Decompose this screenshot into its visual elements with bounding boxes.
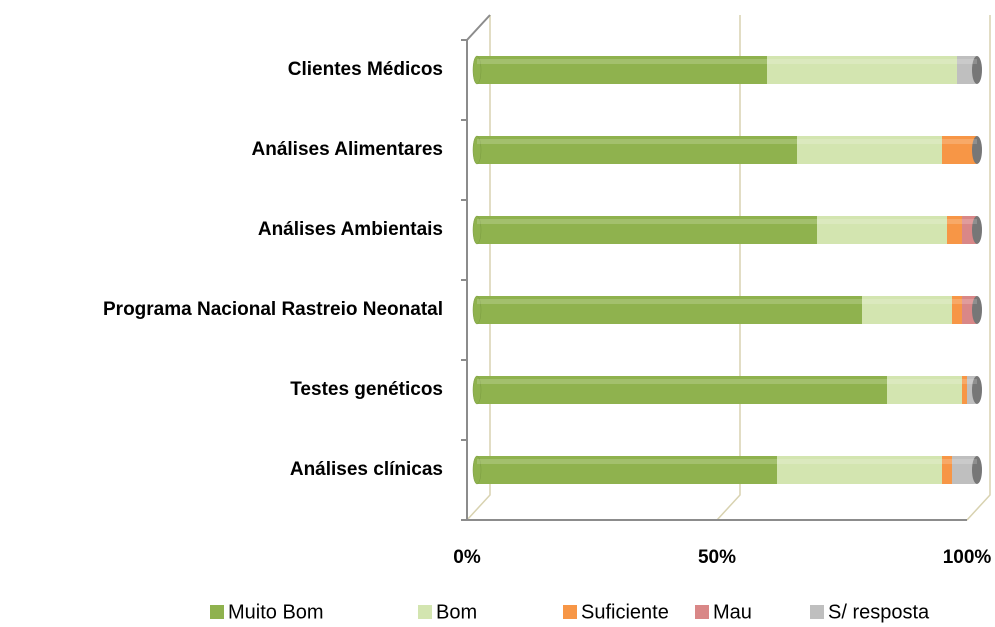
bar-segment <box>477 216 817 244</box>
x-tick-label: 0% <box>453 547 481 568</box>
bar-highlight <box>477 379 977 384</box>
bar-segment <box>957 56 977 84</box>
y-axis <box>466 14 967 521</box>
legend-label: S/ resposta <box>828 601 930 623</box>
legend-label: Bom <box>436 601 477 623</box>
category-label: Clientes Médicos <box>288 59 443 80</box>
bar-start-cap <box>472 55 482 85</box>
bar-end-cap <box>972 56 982 84</box>
category-label: Análises Alimentares <box>252 139 444 160</box>
bar-segment <box>477 376 887 404</box>
legend-swatch <box>418 605 432 619</box>
bar-start-cap <box>472 215 482 245</box>
category-label: Testes genéticos <box>290 379 443 400</box>
bar-segment <box>777 456 942 484</box>
bar-segment <box>952 296 962 324</box>
bar-segment <box>862 296 952 324</box>
x-tick-label: 100% <box>943 547 992 568</box>
legend-swatch <box>563 605 577 619</box>
grid-line <box>716 15 741 521</box>
category-label: Análises Ambientais <box>258 219 443 240</box>
category-label: Programa Nacional Rastreio Neonatal <box>103 299 443 320</box>
legend-label: Mau <box>713 601 752 623</box>
bar-end-cap <box>972 216 982 244</box>
x-tick-label: 50% <box>698 547 736 568</box>
bar-segment <box>477 56 767 84</box>
legend-swatch <box>695 605 709 619</box>
bar-segment <box>942 136 977 164</box>
grid-line <box>466 15 491 521</box>
legend-label: Suficiente <box>581 601 669 623</box>
grid-line <box>966 15 991 521</box>
legend-swatch <box>810 605 824 619</box>
bar-end-cap <box>972 376 982 404</box>
bar-start-cap <box>472 295 482 325</box>
bar-end-cap <box>972 456 982 484</box>
bar-end-cap <box>972 296 982 324</box>
bar-end-cap <box>972 136 982 164</box>
bar-start-cap <box>472 375 482 405</box>
bar-segment <box>767 56 957 84</box>
bar-segment <box>947 216 962 244</box>
bar-start-cap <box>472 135 482 165</box>
bar-segment <box>942 456 952 484</box>
bar-highlight <box>477 299 977 304</box>
bar-segment <box>887 376 962 404</box>
bar-highlight <box>477 139 977 144</box>
bar-highlight <box>477 459 977 464</box>
bar-segment <box>477 296 862 324</box>
legend-label: Muito Bom <box>228 601 324 623</box>
bar-start-cap <box>472 455 482 485</box>
legend-swatch <box>210 605 224 619</box>
bar-highlight <box>477 59 977 64</box>
bar-segment <box>962 376 967 404</box>
bar-segment <box>477 456 777 484</box>
category-label: Análises clínicas <box>290 459 443 480</box>
bar-segment <box>477 136 797 164</box>
bar-highlight <box>477 219 977 224</box>
bar-segment <box>797 136 942 164</box>
bar-segment <box>817 216 947 244</box>
